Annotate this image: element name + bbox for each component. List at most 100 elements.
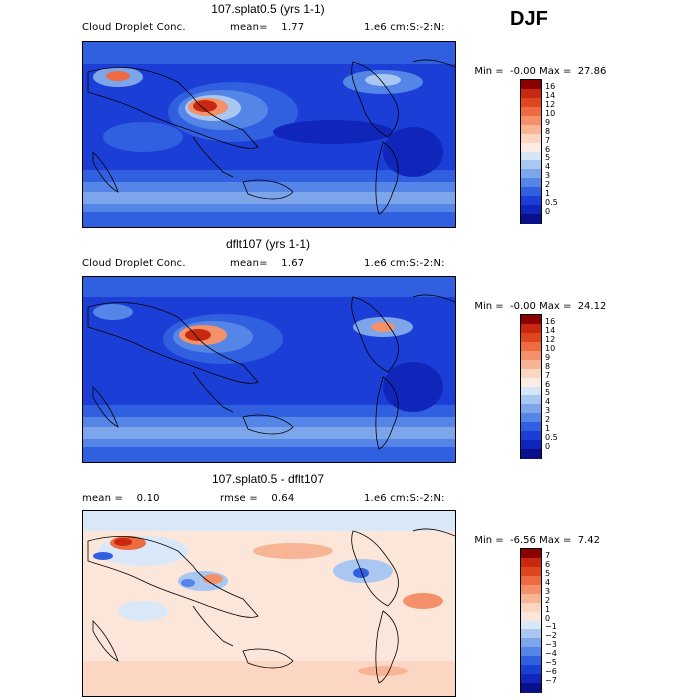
colorbar-segment <box>521 133 541 144</box>
colorbar-segment <box>521 413 541 423</box>
panel-3-rmse-label: rmse = <box>220 493 258 504</box>
colorbar-segment <box>521 178 541 188</box>
colorbar-segment <box>521 629 541 639</box>
colorbar-tick-label: 14 <box>545 325 556 335</box>
colorbar-tick-label: 8 <box>545 126 551 136</box>
colorbar-tick-label: 3 <box>545 171 551 181</box>
colorbar-tick-label: 6 <box>545 144 551 154</box>
panel-1-mean-label: mean= <box>230 22 268 33</box>
colorbar-segment <box>521 647 541 657</box>
panel-2-colorbar <box>520 314 542 459</box>
panel-1-colorbar-labels: 16 14 12 10 9 8 7 6 5 4 3 2 1 0.5 0 <box>545 79 585 222</box>
panel-1-mean: mean= 1.77 <box>230 22 304 33</box>
colorbar-segment <box>521 665 541 675</box>
colorbar-tick-label: −4 <box>545 649 557 659</box>
colorbar-tick-label: 1 <box>545 424 551 434</box>
panel-1-min-label: Min = <box>474 66 504 77</box>
colorbar-segment <box>521 350 541 361</box>
colorbar-segment <box>521 205 541 215</box>
panel-3-rmse: rmse = 0.64 <box>220 493 294 504</box>
panel-2-colorbar-labels: 16 14 12 10 9 8 7 6 5 4 3 2 1 0.5 0 <box>545 314 585 457</box>
colorbar-segment <box>521 674 541 684</box>
panel-2-field-label: Cloud Droplet Conc. <box>82 258 186 269</box>
colorbar-tick-label: 10 <box>545 108 556 118</box>
panel-2-min-value: -0.00 <box>510 301 536 312</box>
colorbar-segment <box>521 97 541 108</box>
colorbar-tick-label: 5 <box>545 388 551 398</box>
panel-3-mean-value: 0.10 <box>136 493 160 504</box>
colorbar-tick-label: 10 <box>545 343 556 353</box>
colorbar-tick-label: 4 <box>545 397 551 407</box>
colorbar-segment <box>521 656 541 666</box>
panel-1-title: 107.splat0.5 (yrs 1-1) <box>211 2 325 16</box>
colorbar-tick-label: 1 <box>545 604 551 614</box>
colorbar-tick-label: 9 <box>545 117 551 127</box>
colorbar-tick-label: 1 <box>545 189 551 199</box>
colorbar-tick-label: 6 <box>545 379 551 389</box>
colorbar-tick-label: −6 <box>545 667 557 677</box>
colorbar-tick-label: −2 <box>545 631 557 641</box>
panel-2-mean-value: 1.67 <box>281 258 305 269</box>
panel-3-mean-label: mean = <box>82 493 124 504</box>
colorbar-segment <box>521 440 541 450</box>
panel-3-mean: mean = 0.10 <box>82 493 160 504</box>
season-label: DJF <box>510 8 548 30</box>
colorbar-segment <box>521 115 541 126</box>
colorbar-segment <box>521 431 541 441</box>
colorbar-segment <box>521 377 541 387</box>
colorbar-tick-label: 7 <box>545 135 551 145</box>
colorbar-segment <box>521 620 541 630</box>
colorbar-tick-label: 16 <box>545 316 556 326</box>
colorbar-tick-label: 4 <box>545 162 551 172</box>
colorbar-tick-label: 3 <box>545 586 551 596</box>
colorbar-tick-label: 3 <box>545 406 551 416</box>
colorbar-segment <box>521 332 541 343</box>
panel-2-mean: mean= 1.67 <box>230 258 304 269</box>
colorbar-segment <box>521 593 541 604</box>
panel-2-minmax: Min = -0.00 Max = 24.12 <box>468 290 606 312</box>
colorbar-tick-label: −5 <box>545 658 557 668</box>
colorbar-segment <box>521 404 541 414</box>
colorbar-tick-label: 4 <box>545 577 551 587</box>
panel-3-min-value: -6.56 <box>510 535 536 546</box>
colorbar-segment <box>521 160 541 170</box>
panel-1-max-value: 27.86 <box>577 66 607 77</box>
panel-1-map <box>82 41 456 228</box>
panel-1-colorbar <box>520 79 542 224</box>
colorbar-segment <box>521 368 541 379</box>
colorbar-segment <box>521 106 541 117</box>
colorbar-tick-label: 5 <box>545 568 551 578</box>
colorbar-tick-label: −3 <box>545 640 557 650</box>
colorbar-tick-label: 0 <box>545 207 551 217</box>
colorbar-tick-label: 6 <box>545 559 551 569</box>
panel-3-colorbar <box>520 548 542 693</box>
colorbar-segment <box>521 214 541 224</box>
panel-1-units: 1.e6 cm:S:-2:N: <box>364 22 445 33</box>
colorbar-tick-label: 0 <box>545 613 551 623</box>
colorbar-segment <box>521 611 541 621</box>
panel-1-minmax: Min = -0.00 Max = 27.86 <box>468 55 606 77</box>
colorbar-segment <box>521 187 541 197</box>
panel-2-min-label: Min = <box>474 301 504 312</box>
panel-2-max-label: Max = <box>539 301 572 312</box>
colorbar-tick-label: 7 <box>545 550 551 560</box>
panel-3-max-value: 7.42 <box>577 535 600 546</box>
colorbar-segment <box>521 323 541 334</box>
panel-3-colorbar-labels: 7 6 5 4 3 2 1 0 −1 −2 −3 −4 −5 −6 −7 <box>545 548 585 691</box>
colorbar-segment <box>521 151 541 161</box>
colorbar-tick-label: 8 <box>545 361 551 371</box>
panel-2-units: 1.e6 cm:S:-2:N: <box>364 258 445 269</box>
colorbar-tick-label: 0.5 <box>545 433 558 443</box>
colorbar-segment <box>521 422 541 432</box>
panel-1-min-value: -0.00 <box>510 66 536 77</box>
colorbar-tick-label: −1 <box>545 622 557 632</box>
panel-3-min-label: Min = <box>474 535 504 546</box>
colorbar-segment <box>521 566 541 577</box>
colorbar-segment <box>521 359 541 370</box>
colorbar-tick-label: 2 <box>545 415 551 425</box>
colorbar-segment <box>521 386 541 396</box>
colorbar-segment <box>521 315 541 325</box>
colorbar-segment <box>521 602 541 613</box>
colorbar-tick-label: 14 <box>545 90 556 100</box>
colorbar-segment <box>521 124 541 135</box>
